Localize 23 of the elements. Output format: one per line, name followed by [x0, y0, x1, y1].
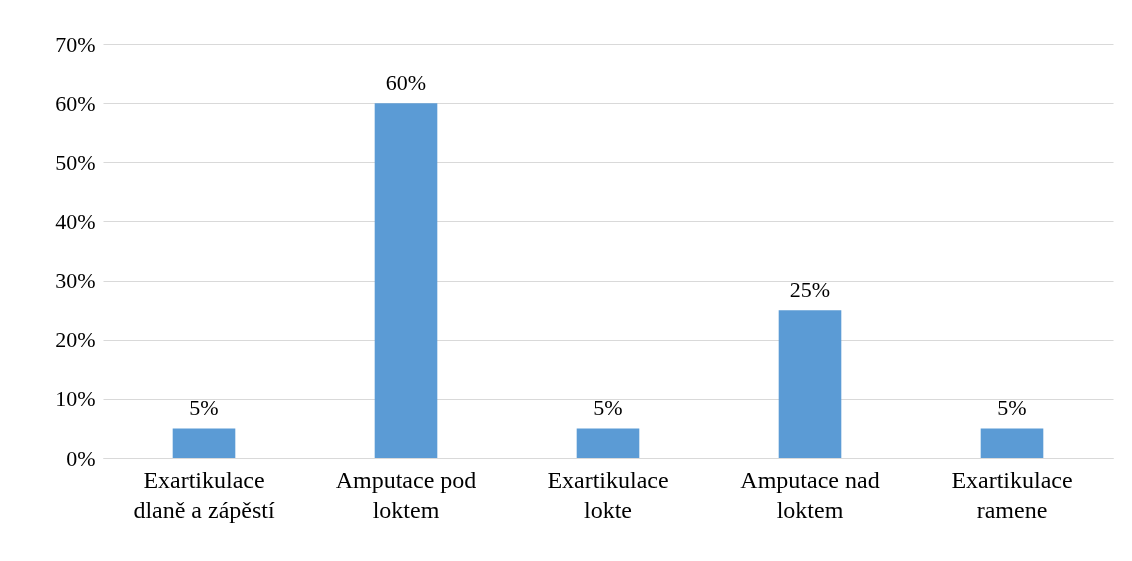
data-label: 5% [593, 395, 623, 421]
y-tick-label: 30% [55, 268, 96, 294]
bar [172, 428, 236, 458]
y-tick-label: 50% [55, 149, 96, 175]
data-label: 60% [385, 70, 427, 96]
x-tick-label: Amputace nad loktem [740, 466, 880, 523]
x-tick-label: Exartikulace dlaně a zápěstí [133, 466, 275, 523]
y-tick-label: 20% [55, 327, 96, 353]
bar [576, 428, 640, 458]
y-tick-label: 10% [55, 386, 96, 412]
data-label: 5% [189, 395, 219, 421]
y-tick-label: 0% [66, 445, 96, 471]
bar [374, 103, 438, 458]
y-tick-label: 70% [55, 31, 96, 57]
y-tick-label: 40% [55, 208, 96, 234]
x-tick-label: Amputace pod loktem [335, 466, 477, 523]
data-label: 25% [789, 277, 831, 303]
y-tick-label: 60% [55, 90, 96, 116]
x-tick-label: Exartikulace lokte [547, 466, 669, 523]
bar [778, 310, 842, 458]
bar [980, 428, 1044, 458]
data-label: 5% [997, 395, 1027, 421]
x-tick-label: Exartikulace ramene [951, 466, 1073, 523]
